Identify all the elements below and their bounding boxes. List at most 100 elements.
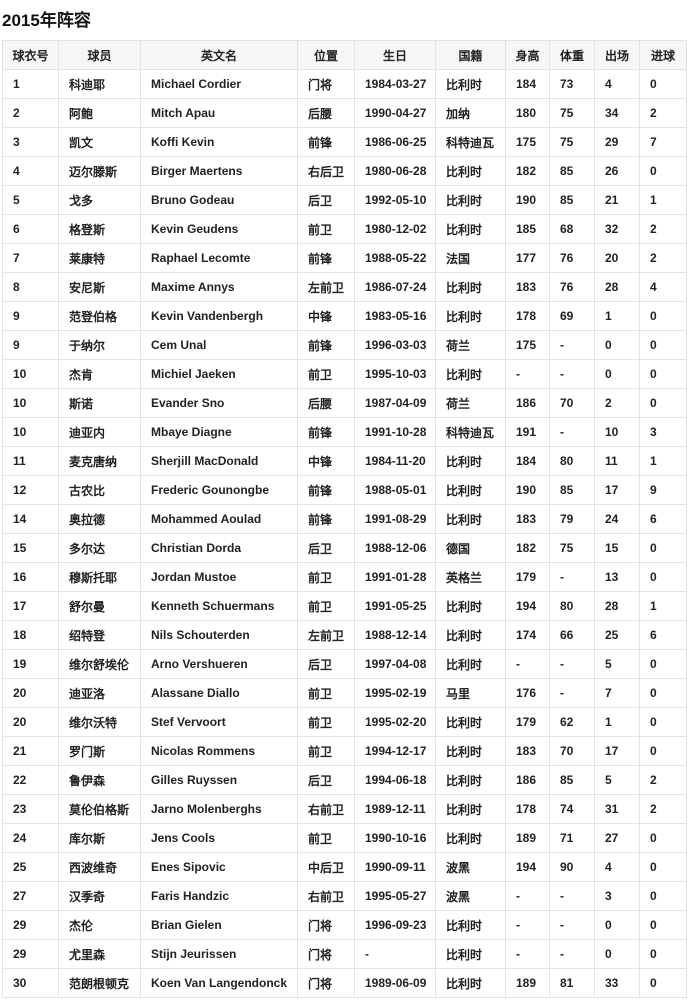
cell-appearances: 34 <box>594 98 640 128</box>
table-row: 18 绍特登 Nils Schouterden 左前卫 1988-12-14 比利时 174… <box>2 620 687 650</box>
cell-number: 10 <box>2 359 59 389</box>
cell-birthday: 1991-08-29 <box>354 504 436 534</box>
table-row: 10 杰肯 Michiel Jaeken 前卫 1995-10-03 比利时 - -0 0 <box>2 359 687 389</box>
table-row: 10 迪亚内 Mbaye Diagne 前锋 1991-10-28 科特迪瓦 191-10 3 <box>2 417 687 447</box>
cell-nationality: 比利时 <box>435 939 506 969</box>
cell-number: 30 <box>2 968 59 998</box>
cell-position: 前卫 <box>297 678 355 708</box>
cell-appearances: 0 <box>594 359 640 389</box>
cell-height: 177 <box>505 243 550 273</box>
cell-nationality: 比利时 <box>435 591 506 621</box>
cell-goals: 0 <box>639 388 687 418</box>
cell-birthday: 1996-09-23 <box>354 910 436 940</box>
cell-birthday: 1988-12-06 <box>354 533 436 563</box>
cell-nationality: 比利时 <box>435 504 506 534</box>
cell-goals: 1 <box>639 185 687 215</box>
cell-height: - <box>505 910 550 940</box>
cell-number: 12 <box>2 475 59 505</box>
cell-height: 178 <box>505 794 550 824</box>
cell-weight: 76 <box>549 243 595 273</box>
cell-position: 前锋 <box>297 417 355 447</box>
cell-height: - <box>505 939 550 969</box>
cell-english-name: Faris Handzic <box>140 881 298 911</box>
cell-goals: 2 <box>639 243 687 273</box>
cell-english-name: Gilles Ruyssen <box>140 765 298 795</box>
cell-english-name: Raphael Lecomte <box>140 243 298 273</box>
table-row: 24 库尔斯 Jens Cools 前卫 1990-10-16 比利时 189 71 27 0 <box>2 823 687 853</box>
cell-player: 穆斯托耶 <box>58 562 141 592</box>
cell-goals: 0 <box>639 301 687 331</box>
cell-birthday: 1994-06-18 <box>354 765 436 795</box>
cell-appearances: 17 <box>594 736 640 766</box>
table-row: 17 舒尔曼 Kenneth Schuermans 前卫 1991-05-25 比利时 19… <box>2 591 687 621</box>
cell-nationality: 波黑 <box>435 852 506 882</box>
cell-appearances: 0 <box>594 910 640 940</box>
table-row: 23 莫伦伯格斯 Jarno Molenberghs 右前卫 1989-12-11 比利时… <box>2 794 687 824</box>
cell-number: 25 <box>2 852 59 882</box>
cell-number: 27 <box>2 881 59 911</box>
cell-position: 前卫 <box>297 214 355 244</box>
cell-birthday: 1988-05-01 <box>354 475 436 505</box>
cell-goals: 2 <box>639 765 687 795</box>
table-header-row: 球衣号 球员 英文名 位置 生日 国籍 身高 体重 出场 进球 <box>2 40 687 70</box>
cell-goals: 0 <box>639 649 687 679</box>
table-row: 2 阿鲍 Mitch Apau 后腰 1990-04-27 加纳 180 75 34 2 <box>2 98 687 128</box>
table-row: 21 罗门斯 Nicolas Rommens 前卫 1994-12-17 比利时 183 70… <box>2 736 687 766</box>
cell-nationality: 比利时 <box>435 823 506 853</box>
cell-nationality: 波黑 <box>435 881 506 911</box>
cell-height: 179 <box>505 707 550 737</box>
table-row: 19 维尔舒埃伦 Arno Vershueren 后卫 1997-04-08 比利时 - -5… <box>2 649 687 679</box>
cell-number: 16 <box>2 562 59 592</box>
cell-height: 174 <box>505 620 550 650</box>
cell-player: 科迪耶 <box>58 69 141 99</box>
cell-weight: 68 <box>549 214 595 244</box>
cell-english-name: Enes Sipovic <box>140 852 298 882</box>
cell-appearances: 33 <box>594 968 640 998</box>
cell-birthday: 1995-05-27 <box>354 881 436 911</box>
table-row: 29 尤里森 Stijn Jeurissen 门将 - 比利时 - -0 0 <box>2 939 687 969</box>
cell-player: 尤里森 <box>58 939 141 969</box>
cell-position: 前锋 <box>297 504 355 534</box>
cell-weight: - <box>549 649 595 679</box>
cell-appearances: 17 <box>594 475 640 505</box>
cell-position: 右前卫 <box>297 881 355 911</box>
cell-weight: 85 <box>549 185 595 215</box>
cell-birthday: 1989-12-11 <box>354 794 436 824</box>
cell-nationality: 法国 <box>435 243 506 273</box>
table-row: 5 戈多 Bruno Godeau 后卫 1992-05-10 比利时 190 85 21 1 <box>2 185 687 215</box>
cell-weight: 90 <box>549 852 595 882</box>
cell-player: 迪亚内 <box>58 417 141 447</box>
cell-english-name: Jens Cools <box>140 823 298 853</box>
cell-number: 20 <box>2 707 59 737</box>
cell-nationality: 马里 <box>435 678 506 708</box>
cell-number: 2 <box>2 98 59 128</box>
cell-goals: 0 <box>639 707 687 737</box>
cell-height: 182 <box>505 156 550 186</box>
cell-goals: 2 <box>639 794 687 824</box>
cell-birthday: 1991-10-28 <box>354 417 436 447</box>
cell-english-name: Koen Van Langendonck <box>140 968 298 998</box>
cell-number: 19 <box>2 649 59 679</box>
cell-weight: - <box>549 939 595 969</box>
cell-english-name: Michael Cordier <box>140 69 298 99</box>
cell-position: 右后卫 <box>297 156 355 186</box>
cell-position: 后卫 <box>297 765 355 795</box>
cell-position: 中后卫 <box>297 852 355 882</box>
column-header-weight: 体重 <box>549 40 595 70</box>
cell-appearances: 4 <box>594 852 640 882</box>
cell-birthday: 1990-04-27 <box>354 98 436 128</box>
cell-nationality: 比利时 <box>435 765 506 795</box>
cell-player: 绍特登 <box>58 620 141 650</box>
cell-height: 186 <box>505 765 550 795</box>
cell-position: 后卫 <box>297 649 355 679</box>
cell-goals: 0 <box>639 678 687 708</box>
cell-weight: 76 <box>549 272 595 302</box>
cell-english-name: Jordan Mustoe <box>140 562 298 592</box>
column-header-height: 身高 <box>505 40 550 70</box>
cell-appearances: 24 <box>594 504 640 534</box>
cell-weight: 79 <box>549 504 595 534</box>
cell-height: 183 <box>505 504 550 534</box>
table-row: 25 西波维奇 Enes Sipovic 中后卫 1990-09-11 波黑 194 90 4 0 <box>2 852 687 882</box>
cell-height: 185 <box>505 214 550 244</box>
cell-goals: 1 <box>639 446 687 476</box>
